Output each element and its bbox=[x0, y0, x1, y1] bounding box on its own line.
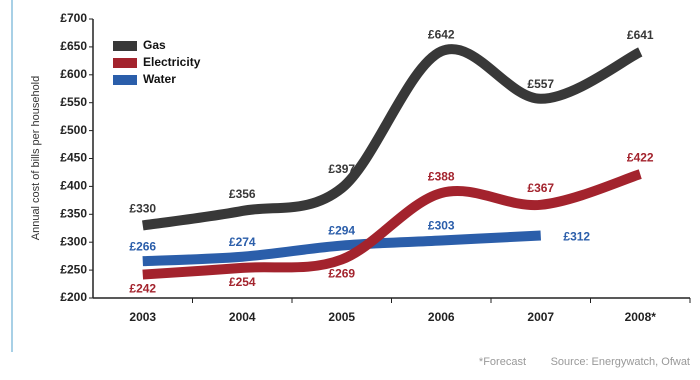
y-tick-label: £500 bbox=[60, 123, 87, 137]
x-tick-label: 2003 bbox=[129, 310, 156, 324]
legend-swatch bbox=[113, 41, 137, 51]
data-label: £330 bbox=[129, 202, 156, 216]
y-tick-label: £700 bbox=[60, 11, 87, 25]
series-line bbox=[142, 230, 542, 267]
x-tick-label: 2007 bbox=[527, 310, 554, 324]
data-label: £422 bbox=[627, 150, 654, 164]
data-label: £266 bbox=[129, 239, 156, 253]
y-tick-label: £200 bbox=[60, 290, 87, 304]
data-label: £557 bbox=[527, 77, 554, 91]
y-tick-label: £450 bbox=[60, 151, 87, 165]
data-label: £367 bbox=[527, 181, 554, 195]
footnote: *Forecast bbox=[479, 356, 526, 368]
y-tick-label: £650 bbox=[60, 39, 87, 53]
source: Source: Energywatch, Ofwat bbox=[551, 356, 690, 368]
y-tick-label: £550 bbox=[60, 95, 87, 109]
y-tick-label: £300 bbox=[60, 234, 87, 248]
series-line bbox=[142, 44, 643, 231]
data-label: £388 bbox=[428, 169, 455, 183]
data-label: £294 bbox=[328, 224, 355, 238]
data-label: £356 bbox=[229, 187, 256, 201]
data-label: £274 bbox=[229, 235, 256, 249]
data-label: £312 bbox=[563, 230, 590, 244]
y-tick-label: £400 bbox=[60, 179, 87, 193]
legend-label: Electricity bbox=[143, 55, 201, 69]
legend-label: Gas bbox=[143, 38, 166, 52]
legend-swatch bbox=[113, 58, 137, 68]
data-label: £641 bbox=[627, 28, 654, 42]
data-label: £303 bbox=[428, 219, 455, 233]
y-tick-label: £250 bbox=[60, 262, 87, 276]
x-tick-label: 2004 bbox=[229, 310, 256, 324]
data-label: £397 bbox=[328, 162, 355, 176]
series-line bbox=[142, 169, 642, 280]
y-tick-label: £350 bbox=[60, 206, 87, 220]
data-label: £642 bbox=[428, 28, 455, 42]
data-label: £242 bbox=[129, 282, 156, 296]
data-label: £269 bbox=[328, 267, 355, 281]
y-axis-label: Annual cost of bills per household bbox=[30, 76, 42, 241]
legend-swatch bbox=[113, 75, 137, 85]
y-tick-label: £600 bbox=[60, 67, 87, 81]
x-tick-label: 2006 bbox=[428, 310, 455, 324]
x-tick-label: 2008* bbox=[625, 310, 657, 324]
x-tick-label: 2005 bbox=[328, 310, 355, 324]
data-label: £254 bbox=[229, 275, 256, 289]
legend-label: Water bbox=[143, 72, 176, 86]
